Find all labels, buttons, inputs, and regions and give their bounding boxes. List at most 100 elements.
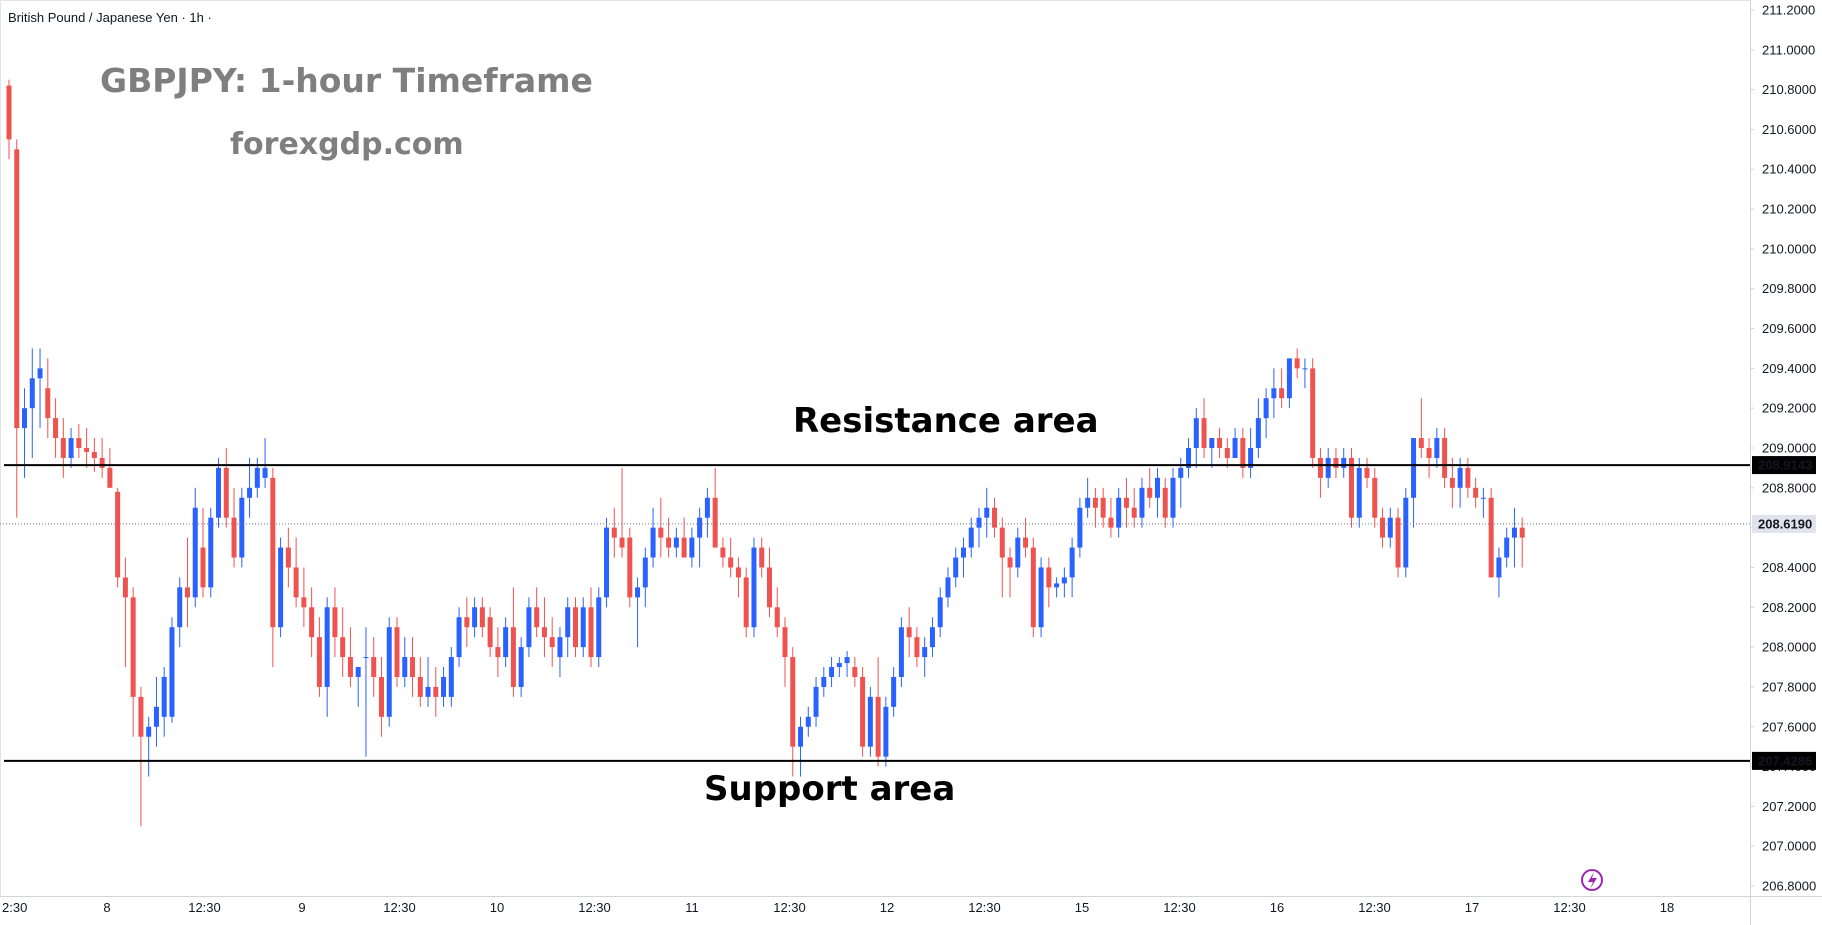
price-tag-bg (1752, 456, 1816, 475)
candle (378, 657, 384, 737)
x-tick-label: 18 (1660, 900, 1674, 915)
candle (1170, 467, 1176, 528)
candle (728, 537, 734, 578)
candle-body (146, 726, 152, 737)
candle (829, 657, 835, 687)
candle-body (1092, 497, 1098, 508)
candle (1131, 487, 1137, 528)
candle-body (464, 617, 470, 628)
candle (650, 507, 656, 568)
candle (1426, 438, 1432, 478)
candle (231, 487, 237, 568)
price-axis[interactable]: 211.2000 211.0000 210.8000 210.6000 210.4000… (1750, 2, 1816, 894)
x-tick-label: 16 (1270, 900, 1284, 915)
candle (759, 537, 765, 578)
candle (84, 428, 90, 468)
resistance-label: Resistance area (793, 401, 1099, 441)
candle-body (192, 507, 198, 598)
candle (464, 597, 470, 648)
candle (1123, 477, 1129, 528)
candle (1434, 428, 1440, 468)
y-tick-label: 207.6000 (1762, 719, 1816, 734)
candle (1201, 398, 1207, 458)
candle-body (1496, 557, 1502, 578)
candle (293, 537, 299, 608)
candle (898, 617, 904, 687)
candle (984, 487, 990, 538)
candle (1442, 428, 1448, 488)
flash-icon[interactable] (1581, 869, 1603, 891)
y-tick-label: 211.0000 (1762, 42, 1815, 57)
candle-body (1015, 537, 1021, 568)
y-tick-label: 210.6000 (1762, 122, 1816, 137)
candle (122, 557, 128, 668)
candle-body (1224, 448, 1230, 458)
candle (572, 597, 578, 658)
candle (1217, 428, 1223, 458)
candle-body (1403, 497, 1409, 568)
candle (355, 667, 361, 707)
candle-body (704, 497, 710, 518)
candle (1310, 358, 1316, 468)
candle (999, 517, 1005, 598)
y-tick-label: 209.6000 (1762, 321, 1816, 336)
candle-body (1279, 388, 1285, 399)
symbol-title[interactable]: British Pound / Japanese Yen · 1h · (8, 10, 212, 25)
candle-body (922, 647, 928, 658)
time-axis[interactable]: 2:30 8 12:30 9 12:30 10 12:30 11 12:30 12 12:30 15 1… (2, 900, 1674, 915)
candle-body (953, 557, 959, 578)
candle (301, 567, 307, 628)
candle-body (1054, 583, 1060, 588)
candle-body (642, 557, 648, 588)
candle-body (1193, 418, 1199, 448)
candle-body (759, 547, 765, 568)
candle-body (410, 657, 416, 677)
price-tag-bg (1752, 514, 1816, 533)
candle-body (1108, 517, 1114, 528)
candle-body (572, 607, 578, 648)
candle (1317, 448, 1323, 498)
x-tick-label: 9 (298, 900, 305, 915)
candle-body (14, 149, 20, 429)
candle-body (735, 567, 741, 578)
candle (1457, 457, 1463, 508)
x-tick-label: 12:30 (188, 900, 221, 915)
candle (635, 577, 641, 648)
candle-body (611, 527, 617, 538)
candle (906, 607, 912, 658)
candle (1449, 457, 1455, 508)
candle-body (960, 547, 966, 558)
candle (658, 497, 664, 558)
candle-body (906, 627, 912, 638)
candle-body (1511, 527, 1517, 538)
candle-body (216, 467, 222, 518)
candle (619, 467, 625, 558)
candle-body (1480, 497, 1486, 499)
candle (22, 388, 28, 478)
candle (6, 79, 12, 160)
candle (161, 667, 167, 737)
candle-body (852, 667, 858, 677)
candle-body (782, 627, 788, 658)
candle-body (1426, 448, 1432, 458)
candle-body (1271, 388, 1277, 399)
candle-body (1473, 487, 1479, 498)
candle (363, 627, 369, 757)
candle-body (534, 607, 540, 628)
candle-body (270, 477, 276, 628)
candle (588, 587, 594, 668)
candle-body (1178, 467, 1184, 478)
candle-body (107, 467, 113, 488)
candle-body (1465, 467, 1471, 488)
candle (1325, 448, 1331, 488)
x-tick-label: 11 (685, 900, 699, 915)
candle (1154, 467, 1160, 518)
candle (1372, 467, 1378, 528)
candle-body (355, 667, 361, 677)
candle (1348, 448, 1354, 528)
candle (805, 706, 811, 737)
candle (945, 567, 951, 608)
candle-body (293, 567, 299, 598)
